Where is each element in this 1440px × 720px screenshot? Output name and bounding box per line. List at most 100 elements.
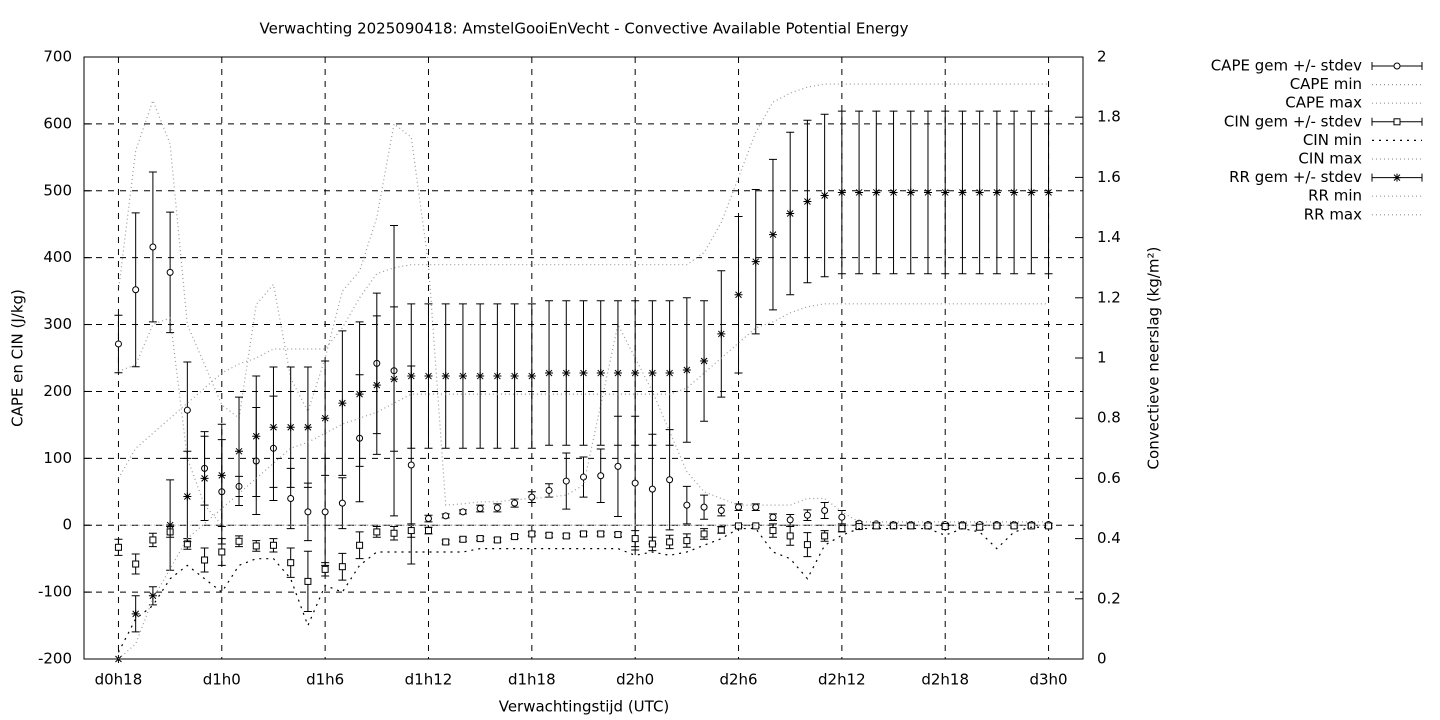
data-point [1027,188,1036,197]
data-point [303,423,312,432]
data-point [907,522,915,530]
y2-tick-label: 0 [1097,650,1107,668]
data-point [148,591,157,600]
data-point [424,515,432,523]
y-tick-label: -200 [38,650,72,668]
legend-label: CAPE max [1285,94,1362,112]
data-point [803,197,812,206]
data-point [458,372,467,381]
data-point [528,530,536,538]
data-point [510,372,519,381]
data-point [666,538,674,546]
series-line [118,303,1049,660]
data-point [614,531,622,539]
data-point [338,563,346,571]
data-point [976,523,984,531]
data-point [269,541,277,549]
data-point [200,474,209,483]
data-point [906,188,915,197]
data-point [735,503,743,511]
data-point [751,257,760,266]
y2-tick-label: 1.2 [1097,288,1121,306]
data-point [597,472,605,480]
data-point [441,372,450,381]
data-point [114,655,123,663]
data-point [941,523,949,531]
data-point [769,513,777,521]
data-point [114,543,122,551]
data-point [648,485,656,493]
data-point [424,372,433,381]
legend-label: CIN min [1303,131,1362,149]
x-tick-label: d3h0 [1029,671,1067,689]
y-axis-label: CAPE en CIN (J/kg) [9,289,27,427]
data-point [356,541,364,549]
data-point [855,188,864,197]
data-point [407,372,416,381]
legend-label: CIN gem +/- stdev [1224,112,1362,130]
data-point [821,532,829,540]
legend-label: CAPE min [1290,75,1362,93]
data-point [390,529,398,537]
legend-label: CIN max [1298,150,1362,168]
legend-marker [1393,173,1401,182]
data-point [666,476,674,484]
data-point [752,522,760,530]
x-tick-label: d1h0 [203,671,241,689]
data-point [373,528,381,536]
data-point [424,527,432,535]
data-point [338,399,347,408]
data-point [132,286,140,294]
legend-marker [1393,62,1401,70]
data-point [769,527,777,535]
data-point [166,268,174,276]
data-point [1010,522,1018,530]
data-point [734,290,743,299]
legend-label: CAPE gem +/- stdev [1211,57,1362,75]
series-line [117,526,1049,653]
y2-axis-label: Convectieve neerslag (kg/m²) [1145,247,1163,470]
data-point [528,493,536,501]
data-point [562,369,571,378]
data-point [923,188,932,197]
data-point [631,535,639,543]
data-point [700,503,708,511]
x-tick-label: d2h12 [818,671,866,689]
data-point [286,423,295,432]
data-point [287,494,295,502]
data-point [442,512,450,520]
data-point [803,541,811,549]
y2-tick-label: 1.8 [1097,108,1121,126]
data-point [580,530,587,538]
data-point [752,503,760,511]
data-point [321,414,330,423]
legend-marker [1393,118,1401,126]
x-tick-label: d2h18 [921,671,969,689]
data-point [786,209,795,218]
data-point [355,390,364,399]
data-point [838,525,846,533]
data-point [838,513,846,521]
data-point [183,406,191,414]
data-point [665,369,674,378]
data-point [287,559,295,567]
y-tick-label: 400 [43,248,72,266]
data-point [252,432,261,441]
y-tick-label: 100 [43,449,72,467]
y-tick-label: 200 [43,382,72,400]
data-point [476,505,484,512]
data-point [631,479,639,487]
data-point [527,372,536,381]
data-point [252,542,260,550]
data-point [820,191,829,200]
data-point [821,507,829,515]
data-point [183,492,192,501]
data-point [683,537,691,545]
data-point [131,609,140,618]
y2-tick-label: 0.2 [1097,589,1121,607]
series-line [118,317,1049,526]
data-point [648,369,657,378]
data-point [166,521,175,530]
data-point [803,511,811,519]
y2-tick-label: 0.4 [1097,529,1121,547]
